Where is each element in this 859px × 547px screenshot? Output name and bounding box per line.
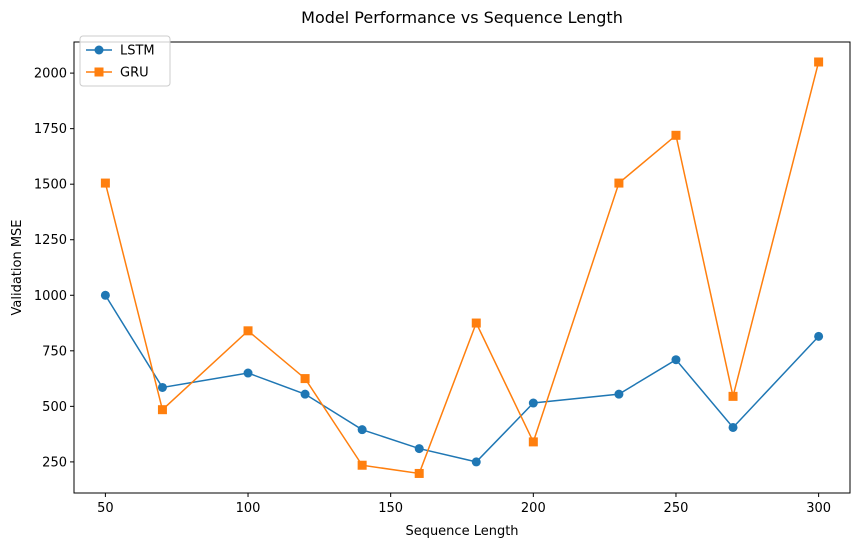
y-tick-label: 500 bbox=[42, 400, 67, 415]
data-point-lstm bbox=[414, 444, 424, 454]
x-tick-label: 250 bbox=[664, 501, 689, 516]
data-point-lstm bbox=[671, 355, 681, 365]
data-point-gru bbox=[814, 57, 824, 67]
x-tick-label: 150 bbox=[378, 501, 403, 516]
data-point-gru bbox=[614, 178, 624, 188]
y-tick-label: 250 bbox=[42, 455, 67, 470]
legend-label-gru: GRU bbox=[120, 66, 149, 81]
y-tick-label: 1250 bbox=[34, 233, 67, 248]
y-tick-label: 2000 bbox=[34, 67, 67, 82]
chart-title: Model Performance vs Sequence Length bbox=[301, 8, 623, 27]
y-axis-label: Validation MSE bbox=[10, 219, 25, 315]
x-tick-label: 50 bbox=[97, 501, 114, 516]
data-point-gru bbox=[300, 374, 310, 384]
plot-area bbox=[73, 41, 851, 494]
x-tick-label: 100 bbox=[236, 501, 261, 516]
data-point-gru bbox=[157, 405, 167, 415]
data-point-lstm bbox=[100, 290, 110, 300]
legend: LSTM GRU bbox=[79, 35, 171, 87]
y-axis: 250 500 750 1000 1250 1500 1750 2000 bbox=[34, 67, 74, 470]
series-line-gru bbox=[104, 61, 820, 475]
data-point-gru bbox=[728, 391, 738, 401]
y-tick-label: 750 bbox=[42, 344, 67, 359]
x-axis: 50 100 150 200 250 300 bbox=[97, 493, 831, 516]
data-point-gru bbox=[243, 326, 253, 336]
x-axis-label: Sequence Length bbox=[405, 524, 518, 539]
y-tick-label: 1750 bbox=[34, 122, 67, 137]
data-point-lstm bbox=[814, 331, 824, 341]
y-tick-label: 1000 bbox=[34, 289, 67, 304]
legend-label-lstm: LSTM bbox=[120, 44, 155, 59]
y-tick-label: 1500 bbox=[34, 178, 67, 193]
data-point-lstm bbox=[728, 422, 738, 432]
legend-marker-lstm bbox=[94, 45, 104, 55]
legend-marker-gru bbox=[94, 67, 104, 77]
data-point-gru bbox=[414, 468, 424, 478]
data-point-gru bbox=[471, 318, 481, 328]
data-point-lstm bbox=[300, 389, 310, 399]
data-point-lstm bbox=[357, 425, 367, 435]
data-point-lstm bbox=[528, 398, 538, 408]
data-point-lstm bbox=[471, 457, 481, 467]
data-point-lstm bbox=[243, 368, 253, 378]
series-layer bbox=[100, 57, 824, 478]
data-point-lstm bbox=[157, 382, 167, 392]
series-line-lstm bbox=[104, 294, 820, 463]
data-point-gru bbox=[528, 437, 538, 447]
data-point-gru bbox=[357, 460, 367, 470]
data-point-gru bbox=[100, 178, 110, 188]
data-point-gru bbox=[671, 130, 681, 140]
x-tick-label: 200 bbox=[521, 501, 546, 516]
data-point-lstm bbox=[614, 389, 624, 399]
x-tick-label: 300 bbox=[806, 501, 831, 516]
